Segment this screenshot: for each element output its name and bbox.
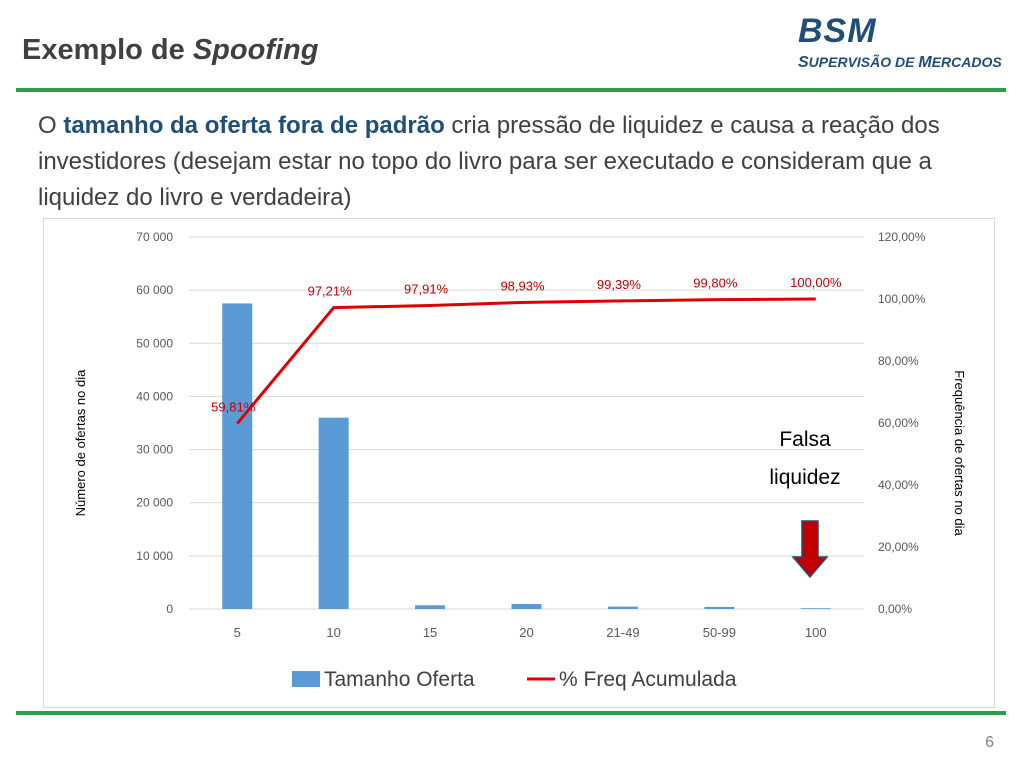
down-arrow-icon <box>791 520 829 579</box>
y-axis-label: Número de ofertas no dia <box>73 369 88 516</box>
gridlines <box>189 236 864 610</box>
annotation-liquidez: liquidez <box>769 466 840 489</box>
top-divider <box>16 88 1006 92</box>
legend-label-freq-acumulada: % Freq Acumulada <box>559 668 737 691</box>
y2-tick-label: 20,00% <box>878 540 919 554</box>
legend-swatch-tamanho-oferta <box>292 671 320 687</box>
annotation-falsa: Falsa <box>779 428 831 451</box>
bar-5 <box>222 303 253 609</box>
x-tick-label: 21-49 <box>606 625 639 640</box>
combo-chart: 0 10 000 20 000 30 000 40 000 50 000 60 000 70 … <box>73 230 967 691</box>
bar-100 <box>800 608 831 609</box>
x-tick-label: 5 <box>234 625 241 640</box>
line-data-label: 98,93% <box>500 278 545 293</box>
line-data-label: 97,91% <box>404 281 449 296</box>
y2-axis-ticks: 0,00% 20,00% 40,00% 60,00% 80,00% 100,00% 120,… <box>878 230 926 616</box>
bsm-logo: BSM SUPERVISÃO DE MERCADOS <box>790 12 1010 74</box>
y2-tick-label: 0,00% <box>878 602 912 616</box>
y2-tick-label: 80,00% <box>878 354 919 368</box>
chart-container: 0 10 000 20 000 30 000 40 000 50 000 60 000 70 … <box>43 218 995 708</box>
y-tick-label: 60 000 <box>136 283 173 297</box>
logo-subtitle: SUPERVISÃO DE MERCADOS <box>798 54 1002 72</box>
page-number: 6 <box>985 734 994 751</box>
y-tick-label: 70 000 <box>136 230 173 244</box>
line-data-label: 99,39% <box>597 277 642 292</box>
y2-tick-label: 40,00% <box>878 478 919 492</box>
title-prefix: Exemplo de <box>22 34 193 66</box>
bar-10 <box>318 417 349 609</box>
intro-highlight: tamanho da oferta fora de padrão <box>63 112 445 139</box>
y-tick-label: 50 000 <box>136 336 173 350</box>
line-data-label: 100,00% <box>790 275 842 290</box>
intro-post: cria pressão de liquidez e causa a reaçã… <box>38 112 940 211</box>
bar-50-99 <box>704 606 735 609</box>
x-tick-label: 20 <box>519 625 533 640</box>
y-axis-ticks: 0 10 000 20 000 30 000 40 000 50 000 60 000 70 … <box>136 230 173 616</box>
x-tick-label: 10 <box>326 625 340 640</box>
y-tick-label: 10 000 <box>136 549 173 563</box>
x-tick-label: 100 <box>805 625 827 640</box>
bar-15 <box>415 605 446 609</box>
x-tick-label: 15 <box>423 625 437 640</box>
legend-label-tamanho-oferta: Tamanho Oferta <box>324 668 475 691</box>
line-data-labels: 59,81% 97,21% 97,91% 98,93% 99,39% 99,80% 100,… <box>211 275 842 415</box>
line-data-label: 97,21% <box>308 284 353 299</box>
freq-acumulada-line <box>236 297 816 425</box>
y2-tick-label: 120,00% <box>878 230 926 244</box>
y-tick-label: 20 000 <box>136 496 173 510</box>
bar-20 <box>511 603 542 609</box>
line-data-label: 99,80% <box>693 276 738 291</box>
logo-sub-m: M <box>918 54 932 71</box>
bar-21-49 <box>607 606 638 609</box>
page-title: Exemplo de Spoofing <box>22 34 318 67</box>
x-tick-label: 50-99 <box>703 625 736 640</box>
logo-sub-rest1: UPERVISÃO DE <box>808 54 919 70</box>
line-series <box>236 297 816 425</box>
y2-tick-label: 60,00% <box>878 416 919 430</box>
logo-sub-s: S <box>798 54 809 71</box>
y2-tick-label: 100,00% <box>878 292 926 306</box>
intro-paragraph: O tamanho da oferta fora de padrão cria … <box>38 108 998 216</box>
bar-series <box>222 303 831 609</box>
intro-pre: O <box>38 112 64 139</box>
bottom-divider <box>16 711 1006 715</box>
y-tick-label: 40 000 <box>136 389 173 403</box>
title-emphasis: Spoofing <box>192 34 319 66</box>
logo-sub-rest2: ERCADOS <box>931 54 1002 70</box>
logo-main-text: BSM <box>798 12 877 50</box>
y2-axis-label: Frequência de ofertas no dia <box>952 370 967 536</box>
y-tick-label: 30 000 <box>136 443 173 457</box>
chart-legend: Tamanho Oferta % Freq Acumulada <box>292 668 737 691</box>
y-tick-label: 0 <box>166 602 173 616</box>
line-data-label: 59,81% <box>211 400 256 415</box>
x-axis-ticks: 5 10 15 20 21-49 50-99 100 <box>234 625 827 640</box>
